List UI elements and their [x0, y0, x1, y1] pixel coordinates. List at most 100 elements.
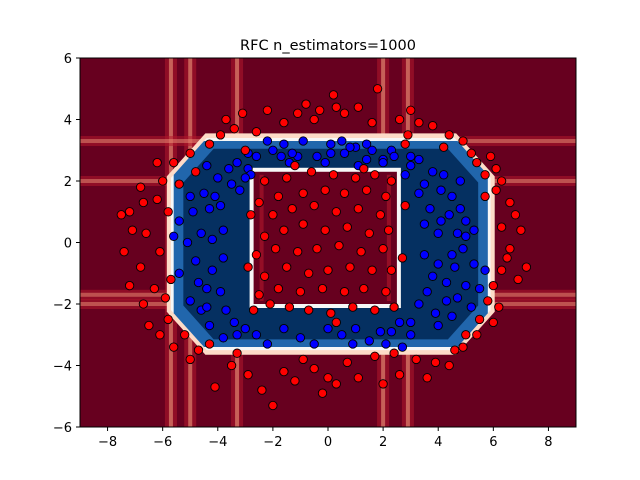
x-tick-label: 6: [489, 435, 497, 450]
scatter-point: [461, 280, 471, 291]
scatter-point: [204, 204, 215, 214]
scatter-point: [480, 191, 490, 202]
scatter-point: [268, 400, 278, 411]
scatter-point: [326, 148, 336, 158]
scatter-point: [174, 216, 184, 226]
scatter-point: [458, 136, 468, 146]
scatter-point: [298, 354, 308, 365]
scatter-point: [259, 176, 270, 186]
scatter-point: [309, 114, 319, 125]
scatter-point: [309, 200, 319, 211]
scatter-point: [202, 283, 212, 294]
scatter-point: [428, 271, 438, 281]
scatter-point: [124, 280, 135, 291]
scatter-point: [166, 274, 176, 285]
scatter-point: [491, 185, 501, 195]
scatter-point: [210, 382, 220, 392]
scatter-point: [295, 333, 306, 343]
y-axis: −6 −4 −2 0 2 4 6: [53, 52, 80, 436]
x-tick-label: −2: [263, 435, 282, 450]
scatter-point: [268, 145, 278, 155]
scatter-point: [353, 102, 363, 112]
scatter-point: [383, 225, 394, 235]
scatter-point: [436, 185, 446, 195]
scatter-point: [185, 296, 195, 306]
y-tick-label: −2: [53, 298, 72, 313]
scatter-point: [367, 117, 377, 128]
scatter-point: [381, 287, 391, 297]
scatter-point: [337, 136, 347, 146]
scatter-point: [279, 323, 289, 334]
scatter-point: [444, 360, 454, 371]
scatter-point: [251, 250, 262, 260]
scatter-point: [119, 247, 129, 257]
scatter-point: [174, 268, 184, 278]
scatter-point: [510, 210, 521, 220]
scatter-point: [155, 247, 165, 257]
scatter-point: [419, 219, 430, 229]
scatter-point: [378, 244, 388, 254]
scatter-point: [400, 139, 410, 149]
scatter-point: [315, 105, 325, 115]
scatter-point: [169, 157, 179, 168]
scatter-point: [364, 228, 374, 238]
scatter-point: [163, 207, 173, 217]
scatter-point: [375, 210, 386, 220]
scatter-point: [378, 157, 388, 168]
scatter-point: [276, 151, 286, 162]
scatter-point: [359, 283, 369, 294]
scatter-point: [232, 348, 242, 358]
scatter-point: [226, 179, 237, 189]
scatter-point: [326, 308, 336, 318]
scatter-point: [370, 351, 380, 361]
scatter-point: [251, 151, 262, 162]
scatter-point: [334, 240, 344, 251]
scatter-point: [375, 327, 386, 337]
y-tick-label: −6: [53, 421, 72, 436]
scatter-point: [406, 105, 416, 115]
scatter-point: [229, 124, 239, 134]
scatter-point: [394, 114, 405, 125]
x-tick-label: −4: [208, 435, 227, 450]
scatter-point: [428, 167, 438, 177]
scatter-point: [213, 173, 223, 183]
scatter-point: [298, 188, 308, 198]
scatter-point: [306, 167, 317, 177]
scatter-point: [309, 339, 319, 349]
x-tick-label: 4: [434, 435, 442, 450]
scatter-point: [331, 317, 341, 328]
scatter-point: [513, 274, 523, 285]
scatter-point: [350, 323, 361, 334]
scatter-point: [328, 170, 339, 180]
y-tick-label: 6: [64, 52, 72, 67]
scatter-point: [422, 287, 432, 297]
scatter-point: [246, 210, 256, 220]
scatter-point: [243, 370, 253, 380]
scatter-point: [353, 373, 363, 383]
scatter-point: [232, 157, 242, 168]
scatter-point: [461, 231, 471, 241]
scatter-point: [425, 204, 435, 214]
scatter-point: [455, 176, 465, 186]
scatter-point: [282, 262, 292, 272]
scatter-point: [116, 210, 126, 220]
x-tick-label: 0: [324, 435, 332, 450]
scatter-point: [345, 262, 355, 272]
scatter-point: [185, 148, 195, 158]
scatter-point: [433, 320, 443, 331]
scatter-point: [433, 259, 443, 269]
scatter-point: [204, 339, 215, 349]
scatter-point: [215, 130, 226, 140]
x-tick-label: −6: [153, 435, 172, 450]
scatter-point: [461, 330, 471, 340]
scatter-point: [394, 370, 405, 380]
scatter-point: [414, 154, 424, 165]
scatter-point: [215, 287, 226, 297]
scatter-point: [469, 259, 479, 269]
scatter-point: [284, 302, 295, 312]
scatter-point: [282, 173, 292, 183]
scatter-point: [452, 228, 463, 238]
scatter-point: [406, 317, 416, 328]
scatter-point: [135, 182, 146, 192]
x-axis: −8 −6 −4 −2 0 2 4 6 8: [98, 427, 553, 450]
